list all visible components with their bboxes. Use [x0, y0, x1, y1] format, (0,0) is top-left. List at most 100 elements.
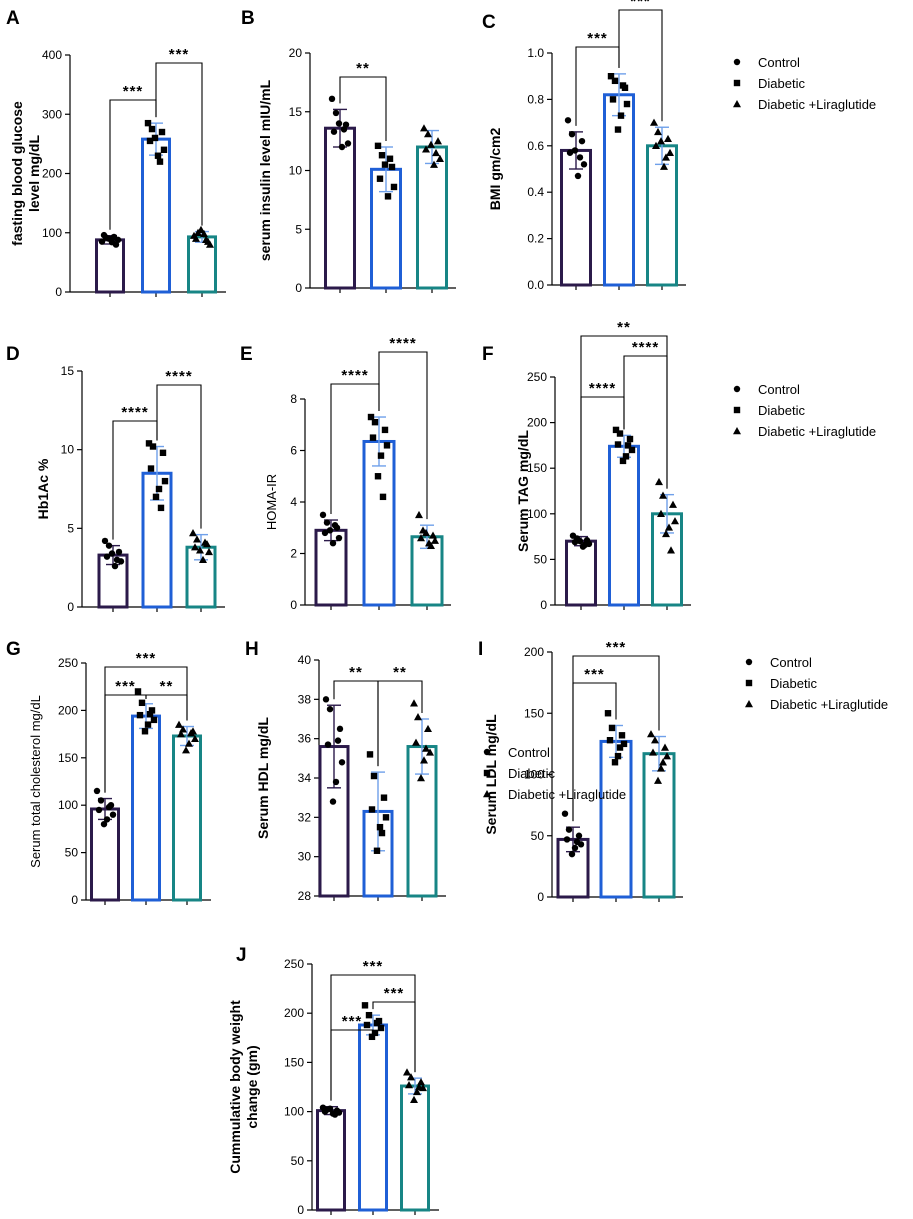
data-point — [100, 231, 108, 239]
data-point — [662, 153, 670, 161]
significance-label: **** — [121, 404, 148, 421]
data-point — [619, 457, 627, 465]
data-point — [412, 738, 420, 746]
data-point — [206, 240, 214, 248]
y-axis-label-line: change (gm) — [244, 1045, 260, 1128]
data-point — [158, 128, 166, 136]
data-point — [371, 418, 379, 426]
data-point — [344, 140, 352, 147]
significance-bracket — [378, 351, 428, 520]
data-point — [144, 721, 152, 728]
panel-label: G — [6, 639, 21, 660]
bar-control — [316, 1109, 346, 1212]
y-tick-label: 200 — [524, 645, 544, 659]
data-point — [105, 235, 113, 242]
data-point — [191, 734, 199, 743]
y-axis-label-line: Serum TAG mg/dL — [515, 430, 531, 552]
data-point — [665, 523, 673, 531]
significance-bracket — [330, 1029, 374, 1101]
legend-marker-circle — [733, 58, 741, 66]
data-point — [377, 452, 385, 459]
data-point — [322, 696, 330, 703]
data-point — [578, 137, 586, 145]
significance-bracket — [372, 1001, 416, 1073]
data-point — [427, 140, 435, 148]
data-point — [664, 134, 672, 143]
data-point — [429, 531, 437, 539]
data-point — [134, 688, 142, 695]
data-point — [565, 826, 573, 833]
legend-marker-triangle — [745, 700, 753, 708]
data-point — [97, 797, 105, 804]
data-point — [561, 810, 569, 817]
y-tick-label: 150 — [58, 751, 78, 765]
chart-panel-j: J 0 50 100 150 200 250 Cummulative body weightc… — [227, 945, 439, 1217]
bar-diabetic — [603, 93, 635, 287]
data-point — [326, 1105, 334, 1112]
data-point — [410, 1095, 418, 1103]
data-point — [335, 534, 343, 542]
bar-liraglutide — [416, 145, 448, 290]
significance-label: *** — [363, 958, 384, 975]
data-point — [417, 774, 425, 782]
data-point — [666, 148, 674, 156]
data-point — [649, 748, 657, 756]
panel-label: E — [240, 344, 253, 365]
y-tick-label: 4 — [290, 495, 297, 509]
significance-bracket — [623, 355, 668, 489]
data-point — [365, 1011, 373, 1019]
data-point — [415, 1083, 423, 1091]
data-point — [182, 746, 190, 754]
y-tick-label: 0 — [540, 598, 547, 612]
data-point — [611, 77, 619, 85]
data-point — [335, 120, 343, 127]
y-tick-label: 150 — [524, 706, 544, 720]
data-point — [616, 744, 624, 751]
data-point — [410, 699, 418, 707]
y-tick-label: 0 — [537, 890, 544, 904]
significance-bracket — [339, 76, 387, 141]
significance-label: ** — [393, 664, 407, 681]
y-tick-label: 1.0 — [527, 46, 544, 60]
significance-bracket — [580, 335, 668, 531]
y-axis-label: serum insulin level mIU/mL — [257, 79, 273, 261]
chart-panel-h: H 28 30 32 34 36 38 40 Serum HDL mg/dL ** ** — [245, 639, 446, 903]
data-point — [329, 540, 337, 547]
y-axis-label: Serum LDL mg/dL — [483, 714, 499, 835]
bar-control — [565, 539, 597, 607]
significance-bracket — [104, 666, 188, 793]
bar-diabetic — [131, 714, 161, 902]
data-point — [175, 720, 183, 728]
data-point — [373, 847, 381, 854]
chart-panel-b: B 0 5 10 15 20 serum insulin level mIU/mL ** — [241, 8, 456, 295]
legend-label: Control — [508, 745, 550, 760]
significance-label: **** — [589, 380, 616, 397]
y-tick-label: 38 — [298, 692, 312, 706]
data-point — [367, 413, 375, 421]
y-axis-label-line: Cummulative body weight — [227, 1000, 243, 1174]
data-point — [622, 453, 630, 460]
data-point — [152, 493, 160, 501]
significance-label: *** — [115, 678, 136, 695]
data-point — [110, 233, 118, 241]
y-tick-label: 40 — [298, 653, 312, 667]
data-point — [361, 1002, 369, 1009]
y-tick-label: 0 — [290, 598, 297, 612]
data-point — [326, 705, 334, 713]
data-point — [379, 493, 387, 501]
legend-label: Diabetic — [508, 766, 555, 781]
legend-label: Diabetic +Liraglutide — [758, 97, 876, 112]
data-point — [159, 449, 167, 457]
significance-label: ** — [160, 678, 174, 695]
y-axis-label: Serum total cholesterol mg/dL — [28, 695, 43, 868]
y-tick-label: 0 — [71, 893, 78, 907]
bar-liraglutide — [400, 1084, 430, 1212]
data-point — [149, 443, 157, 450]
data-point — [376, 823, 384, 831]
data-point — [332, 109, 340, 117]
legend-marker-square — [733, 406, 741, 414]
y-tick-label: 200 — [42, 167, 62, 181]
data-point — [568, 131, 576, 138]
bar-liraglutide — [642, 752, 676, 899]
y-tick-label: 50 — [65, 846, 79, 860]
